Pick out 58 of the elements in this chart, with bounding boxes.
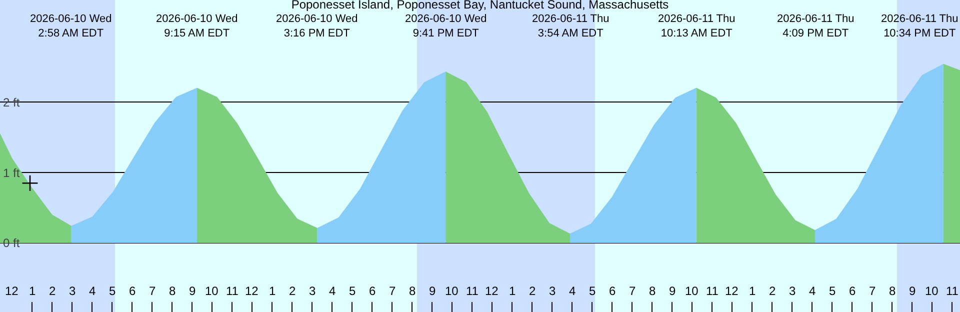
x-tick-label: 2: [769, 284, 776, 298]
x-tick-label: 6: [849, 284, 856, 298]
chart-title: Poponesset Island, Poponesset Bay, Nantucket Sound, Massachusetts: [291, 0, 669, 12]
annotation: 2026-06-10 Wed 9:41 PM EDT: [405, 13, 487, 40]
annotation: 2026-06-10 Wed 9:15 AM EDT: [156, 13, 238, 40]
x-tick-label: 4: [809, 284, 816, 298]
x-tick-label: 8: [169, 284, 176, 298]
x-tick-label: 1: [749, 284, 756, 298]
x-tick-label: 10: [205, 284, 219, 298]
x-tick-label: 10: [925, 284, 939, 298]
x-tick-label: 6: [129, 284, 136, 298]
x-tick-label: 12: [5, 284, 19, 298]
x-tick-label: 12: [245, 284, 259, 298]
x-tick-label: 8: [889, 284, 896, 298]
x-tick-label: 12: [725, 284, 739, 298]
x-tick-label: 11: [466, 284, 479, 298]
x-tick-label: 8: [649, 284, 656, 298]
annotation: 2026-06-11 Thu 10:34 PM EDT: [881, 13, 958, 40]
x-tick-label: 8: [409, 284, 416, 298]
x-tick-label: 4: [569, 284, 576, 298]
x-tick-label: 5: [109, 284, 116, 298]
x-tick-label: 9: [189, 284, 196, 298]
x-tick-label: 3: [309, 284, 316, 298]
x-tick-label: 11: [946, 284, 959, 298]
x-tick-label: 5: [589, 284, 596, 298]
x-tick-label: 11: [226, 284, 239, 298]
x-tick-label: 3: [789, 284, 796, 298]
x-tick-label: 2: [49, 284, 56, 298]
x-tick-label: 2: [289, 284, 296, 298]
x-tick-label: 2: [529, 284, 536, 298]
x-tick-label: 9: [669, 284, 676, 298]
x-tick-label: 9: [429, 284, 436, 298]
annotation: 2026-06-10 Wed 2:58 AM EDT: [30, 13, 112, 40]
x-tick-label: 1: [29, 284, 36, 298]
x-tick-label: 6: [609, 284, 616, 298]
x-tick-label: 7: [389, 284, 396, 298]
x-tick-label: 5: [349, 284, 356, 298]
x-tick-label: 1: [509, 284, 516, 298]
x-tick-label: 11: [706, 284, 719, 298]
x-tick-label: 10: [685, 284, 699, 298]
x-tick-label: 5: [829, 284, 836, 298]
annotation: 2026-06-11 Thu 10:13 AM EDT: [658, 13, 736, 40]
x-tick-label: 4: [89, 284, 96, 298]
x-tick-label: 7: [869, 284, 876, 298]
x-tick-label: 1: [269, 284, 276, 298]
annotation: 2026-06-11 Thu 3:54 AM EDT: [532, 13, 610, 40]
x-tick-label: 12: [485, 284, 499, 298]
x-tick-label: 3: [549, 284, 556, 298]
x-tick-label: 9: [909, 284, 916, 298]
x-tick-label: 7: [629, 284, 636, 298]
x-tick-label: 3: [69, 284, 76, 298]
annotation: 2026-06-11 Thu 4:09 PM EDT: [777, 13, 854, 40]
x-tick-label: 7: [149, 284, 156, 298]
x-tick-label: 4: [329, 284, 336, 298]
annotation: 2026-06-10 Wed 3:16 PM EDT: [276, 13, 358, 40]
x-tick-label: 10: [445, 284, 459, 298]
x-tick-label: 6: [369, 284, 376, 298]
y-tick-label: 1 ft: [3, 166, 20, 180]
